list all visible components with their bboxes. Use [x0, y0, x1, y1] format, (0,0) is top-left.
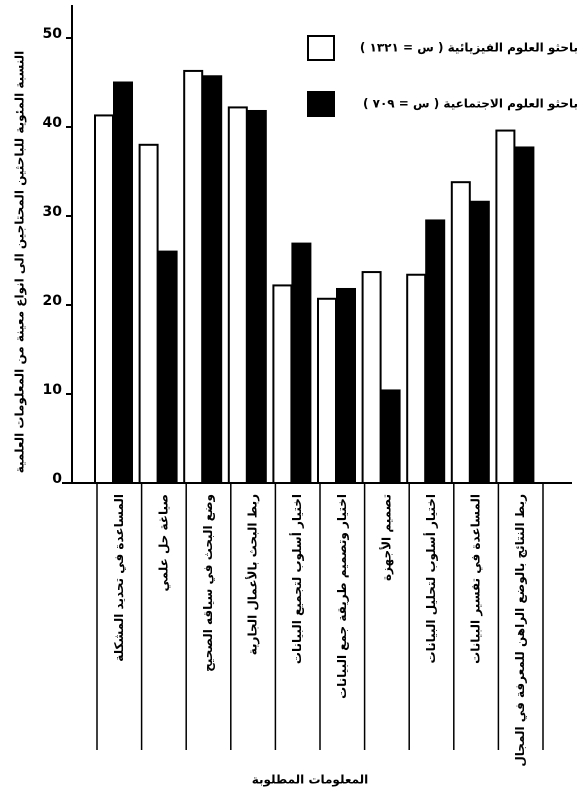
bar [227, 106, 248, 484]
legend-swatch [307, 91, 335, 117]
bar [183, 69, 204, 485]
bar [361, 271, 382, 484]
bar [202, 75, 223, 485]
legend-swatch [307, 35, 335, 61]
bar [336, 287, 356, 485]
x-axis-label: المعلومات المطلوبة [252, 773, 369, 788]
bar [495, 129, 516, 484]
bar [138, 143, 159, 485]
y-axis-label: النسبة المئوية للباحثين المحتاجين الى ان… [13, 51, 28, 474]
x-tick-label: وضع البحث في سياقه الصحيح [201, 494, 216, 672]
legend-label: باحثو العلوم الاجتماعية ( س = ٧٠٩ ) [363, 97, 578, 112]
y-tick-label: 30 [43, 204, 63, 220]
x-tick-label: اختيار أسلوب لتحليل البيانات [423, 494, 439, 663]
x-tick-label: ربط البحث بالأعمال الجارية [245, 494, 260, 655]
bar [94, 114, 114, 485]
y-tick-label: 50 [43, 26, 63, 42]
x-tick-label: المساعدة في تفسير البيانات [469, 494, 483, 664]
x-tick-label: ربط النتائج بالوضع الراهن للمعرفة في الم… [513, 494, 528, 767]
x-tick-label: اختيار أسلوب لتجميع البيانات [289, 494, 305, 664]
y-tick-label: 0 [52, 471, 62, 487]
bar [469, 200, 490, 484]
bar [272, 284, 293, 485]
y-tick-label: 40 [43, 115, 63, 131]
y-tick-label: 10 [43, 382, 63, 398]
bar [450, 181, 471, 484]
y-tick-label: 20 [43, 293, 63, 309]
x-tick-label: اختيار وتصميم طريقة جمع البيانات [335, 494, 350, 699]
bar [291, 242, 312, 484]
x-tick-label: تصميم الأجهزة [378, 494, 393, 581]
legend-label: باحثو العلوم الفيزيائية ( س = ١٣٢١ ) [360, 41, 578, 56]
bar [157, 250, 178, 484]
bar [514, 146, 535, 484]
bar [380, 389, 401, 484]
x-tick-label: صياغة حل علمي [156, 494, 170, 591]
bar [113, 81, 133, 484]
bar [406, 273, 427, 484]
bar [425, 219, 446, 484]
bar [246, 109, 267, 484]
x-tick-label: المساعدة في تحديد المشكلة [112, 494, 126, 662]
bar [317, 297, 337, 484]
